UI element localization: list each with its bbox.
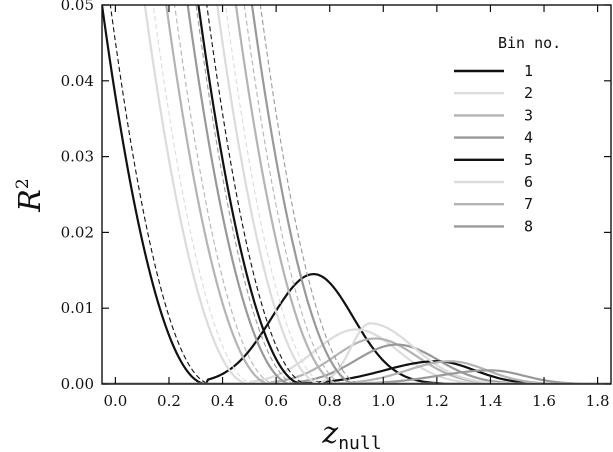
legend-label-3: 3	[524, 106, 533, 124]
x-tick-label: 1.4	[479, 392, 503, 410]
series-8-dashed-curve	[259, 5, 611, 384]
series-7-curve	[234, 5, 611, 384]
series-3-curve	[165, 5, 611, 384]
y-axis: 0.00 0.01 0.02 0.03 0.04 0.05	[61, 0, 611, 393]
series-7-tail	[102, 360, 611, 384]
x-tick-label: 0.6	[264, 392, 288, 410]
x-tick-label: 0.8	[318, 392, 342, 410]
legend-label-8: 8	[524, 217, 533, 235]
x-tick-label: 1.0	[371, 392, 395, 410]
y-tick-label: 0.00	[61, 375, 94, 393]
series-1-dashed-curve	[109, 5, 611, 384]
series-5-curve	[197, 5, 611, 384]
series-8-curve	[250, 5, 611, 384]
series-8-tail	[102, 369, 611, 384]
legend-label-6: 6	[524, 173, 533, 191]
y-tick-label: 0.04	[61, 72, 94, 90]
x-tick-label: 0.2	[157, 392, 181, 410]
series-1-tail	[102, 272, 611, 384]
x-axis-title-main: z	[321, 416, 338, 451]
y-tick-label: 0.02	[61, 223, 94, 241]
x-axis: 0.0 0.2 0.4 0.6 0.8 1.0 1.2 1.4 1.6 1.8	[103, 5, 610, 410]
legend-label-4: 4	[524, 129, 533, 147]
legend-label-1: 1	[524, 62, 533, 80]
series-5-dashed-curve	[206, 5, 611, 384]
series-1-curve	[102, 5, 611, 384]
legend-label-2: 2	[524, 84, 533, 102]
x-tick-label: 0.0	[103, 392, 127, 410]
series-2-dashed-curve	[152, 5, 611, 384]
x-axis-title: znull	[321, 416, 381, 452]
x-tick-label: 0.4	[211, 392, 235, 410]
series-2-curve	[143, 5, 611, 384]
x-tick-label: 1.2	[425, 392, 449, 410]
plot-frame	[101, 4, 612, 385]
x-axis-title-subscript: null	[338, 433, 381, 452]
x-tick-label: 1.6	[532, 392, 556, 410]
y-axis-title: R2	[13, 178, 48, 212]
series-6-curve	[216, 5, 611, 384]
series-6-dashed-curve	[225, 5, 611, 384]
y-tick-label: 0.05	[61, 0, 94, 14]
legend: Bin no. 1 2 3 4 5 6 7 8	[454, 34, 561, 235]
series-4-dashed-curve	[195, 5, 611, 384]
y-axis-title-superscript: 2	[13, 178, 33, 189]
legend-title: Bin no.	[498, 34, 561, 52]
series-7-dashed-curve	[243, 5, 611, 384]
series-3-dashed-curve	[174, 5, 611, 384]
legend-label-7: 7	[524, 195, 533, 213]
y-tick-label: 0.01	[61, 299, 94, 317]
series-6-tail	[102, 322, 611, 384]
y-tick-label: 0.03	[61, 148, 94, 166]
series-4-curve	[186, 5, 611, 384]
series-5-tail	[102, 360, 611, 384]
legend-label-5: 5	[524, 151, 533, 169]
y-axis-title-main: R	[13, 189, 48, 213]
x-tick-label: 1.8	[586, 392, 610, 410]
series-curves	[102, 5, 611, 384]
